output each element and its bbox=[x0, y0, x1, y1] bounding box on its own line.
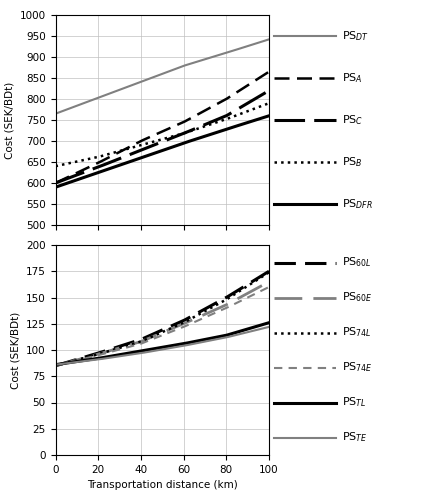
Text: $\mathrm{PS}_{TL}$: $\mathrm{PS}_{TL}$ bbox=[341, 396, 366, 409]
Text: $\mathrm{PS}_{C}$: $\mathrm{PS}_{C}$ bbox=[341, 113, 362, 127]
Y-axis label: Cost (SEK/BDt): Cost (SEK/BDt) bbox=[4, 82, 14, 158]
X-axis label: Transportation distance (km): Transportation distance (km) bbox=[86, 480, 237, 490]
Text: $\mathrm{PS}_{74E}$: $\mathrm{PS}_{74E}$ bbox=[341, 360, 371, 374]
Text: $\mathrm{PS}_{74L}$: $\mathrm{PS}_{74L}$ bbox=[341, 326, 371, 340]
Text: $\mathrm{PS}_{TE}$: $\mathrm{PS}_{TE}$ bbox=[341, 430, 366, 444]
Text: $\mathrm{PS}_{DFR}$: $\mathrm{PS}_{DFR}$ bbox=[341, 197, 372, 211]
Text: $\mathrm{PS}_{B}$: $\mathrm{PS}_{B}$ bbox=[341, 155, 362, 169]
Y-axis label: Cost (SEK/BDt): Cost (SEK/BDt) bbox=[10, 312, 20, 388]
Text: $\mathrm{PS}_{A}$: $\mathrm{PS}_{A}$ bbox=[341, 71, 362, 85]
Text: $\mathrm{PS}_{60E}$: $\mathrm{PS}_{60E}$ bbox=[341, 290, 371, 304]
Text: $\mathrm{PS}_{60L}$: $\mathrm{PS}_{60L}$ bbox=[341, 256, 371, 270]
Text: $\mathrm{PS}_{DT}$: $\mathrm{PS}_{DT}$ bbox=[341, 29, 368, 43]
